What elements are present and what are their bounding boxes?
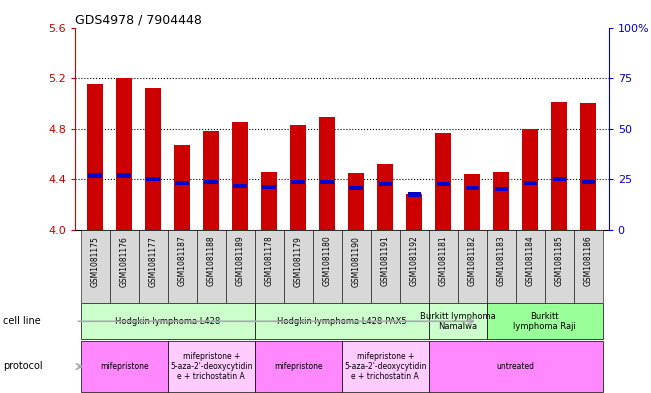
- Bar: [284, 230, 312, 303]
- Bar: [320, 180, 334, 184]
- Bar: [262, 185, 276, 189]
- Bar: [174, 145, 190, 230]
- Bar: [378, 164, 393, 230]
- Bar: [378, 182, 392, 186]
- Text: GSM1081176: GSM1081176: [120, 236, 129, 286]
- Bar: [522, 129, 538, 230]
- Text: Hodgkin lymphoma L428-PAX5: Hodgkin lymphoma L428-PAX5: [277, 317, 407, 326]
- Text: GSM1081183: GSM1081183: [497, 236, 506, 286]
- Bar: [204, 180, 218, 184]
- Text: GSM1081182: GSM1081182: [468, 236, 477, 286]
- Bar: [581, 180, 595, 184]
- Text: mifepristone +
5-aza-2'-deoxycytidin
e + trichostatin A: mifepristone + 5-aza-2'-deoxycytidin e +…: [170, 352, 253, 381]
- Text: GSM1081186: GSM1081186: [584, 236, 593, 286]
- Text: GSM1081175: GSM1081175: [90, 236, 100, 286]
- Text: GSM1081191: GSM1081191: [381, 236, 390, 286]
- Bar: [234, 184, 247, 187]
- Text: mifepristone: mifepristone: [100, 362, 148, 371]
- Bar: [290, 125, 306, 230]
- Bar: [545, 230, 574, 303]
- Text: GSM1081178: GSM1081178: [265, 236, 273, 286]
- Bar: [465, 186, 479, 190]
- Bar: [81, 341, 168, 392]
- Text: GSM1081192: GSM1081192: [410, 236, 419, 286]
- Bar: [109, 230, 139, 303]
- Text: GSM1081190: GSM1081190: [352, 236, 361, 286]
- Text: GSM1081181: GSM1081181: [439, 236, 448, 286]
- Text: Burkitt
lymphoma Raji: Burkitt lymphoma Raji: [514, 312, 576, 331]
- Text: GSM1081179: GSM1081179: [294, 236, 303, 286]
- Bar: [437, 182, 450, 186]
- Bar: [406, 195, 422, 230]
- Text: protocol: protocol: [3, 362, 43, 371]
- Text: GSM1081180: GSM1081180: [323, 236, 332, 286]
- Bar: [574, 230, 603, 303]
- Bar: [436, 132, 451, 230]
- Bar: [581, 103, 596, 230]
- Bar: [429, 341, 603, 392]
- Text: GSM1081187: GSM1081187: [178, 236, 187, 286]
- Bar: [203, 131, 219, 230]
- Bar: [87, 84, 103, 230]
- Bar: [117, 173, 131, 178]
- Bar: [261, 172, 277, 230]
- Bar: [81, 303, 255, 339]
- Bar: [255, 303, 429, 339]
- Bar: [400, 230, 429, 303]
- Bar: [175, 181, 189, 185]
- Bar: [89, 173, 102, 178]
- Bar: [350, 186, 363, 190]
- Bar: [168, 230, 197, 303]
- Text: GSM1081184: GSM1081184: [526, 236, 535, 286]
- Bar: [312, 230, 342, 303]
- Text: cell line: cell line: [3, 316, 41, 326]
- Bar: [81, 230, 109, 303]
- Text: untreated: untreated: [497, 362, 535, 371]
- Bar: [342, 341, 429, 392]
- Bar: [139, 230, 168, 303]
- Text: Burkitt lymphoma
Namalwa: Burkitt lymphoma Namalwa: [420, 312, 495, 331]
- Bar: [429, 230, 458, 303]
- Bar: [319, 118, 335, 230]
- Bar: [429, 303, 487, 339]
- Bar: [145, 88, 161, 230]
- Bar: [551, 102, 567, 230]
- Bar: [232, 122, 248, 230]
- Text: GSM1081189: GSM1081189: [236, 236, 245, 286]
- Text: Hodgkin lymphoma L428: Hodgkin lymphoma L428: [115, 317, 220, 326]
- Text: GSM1081177: GSM1081177: [148, 236, 158, 286]
- Bar: [458, 230, 487, 303]
- Bar: [255, 230, 284, 303]
- Bar: [292, 180, 305, 184]
- Bar: [348, 173, 365, 230]
- Bar: [487, 303, 603, 339]
- Bar: [197, 230, 226, 303]
- Bar: [117, 78, 132, 230]
- Bar: [371, 230, 400, 303]
- Text: GSM1081188: GSM1081188: [207, 236, 215, 286]
- Bar: [146, 177, 160, 181]
- Bar: [342, 230, 371, 303]
- Text: GDS4978 / 7904448: GDS4978 / 7904448: [75, 13, 202, 26]
- Bar: [487, 230, 516, 303]
- Text: mifepristone +
5-aza-2'-deoxycytidin
e + trichostatin A: mifepristone + 5-aza-2'-deoxycytidin e +…: [344, 352, 426, 381]
- Text: mifepristone: mifepristone: [274, 362, 322, 371]
- Bar: [168, 341, 255, 392]
- Bar: [495, 187, 508, 191]
- Bar: [553, 177, 566, 181]
- Text: GSM1081185: GSM1081185: [555, 236, 564, 286]
- Bar: [464, 174, 480, 230]
- Bar: [493, 172, 509, 230]
- Bar: [408, 193, 421, 196]
- Bar: [523, 181, 537, 185]
- Bar: [226, 230, 255, 303]
- Bar: [255, 341, 342, 392]
- Bar: [516, 230, 545, 303]
